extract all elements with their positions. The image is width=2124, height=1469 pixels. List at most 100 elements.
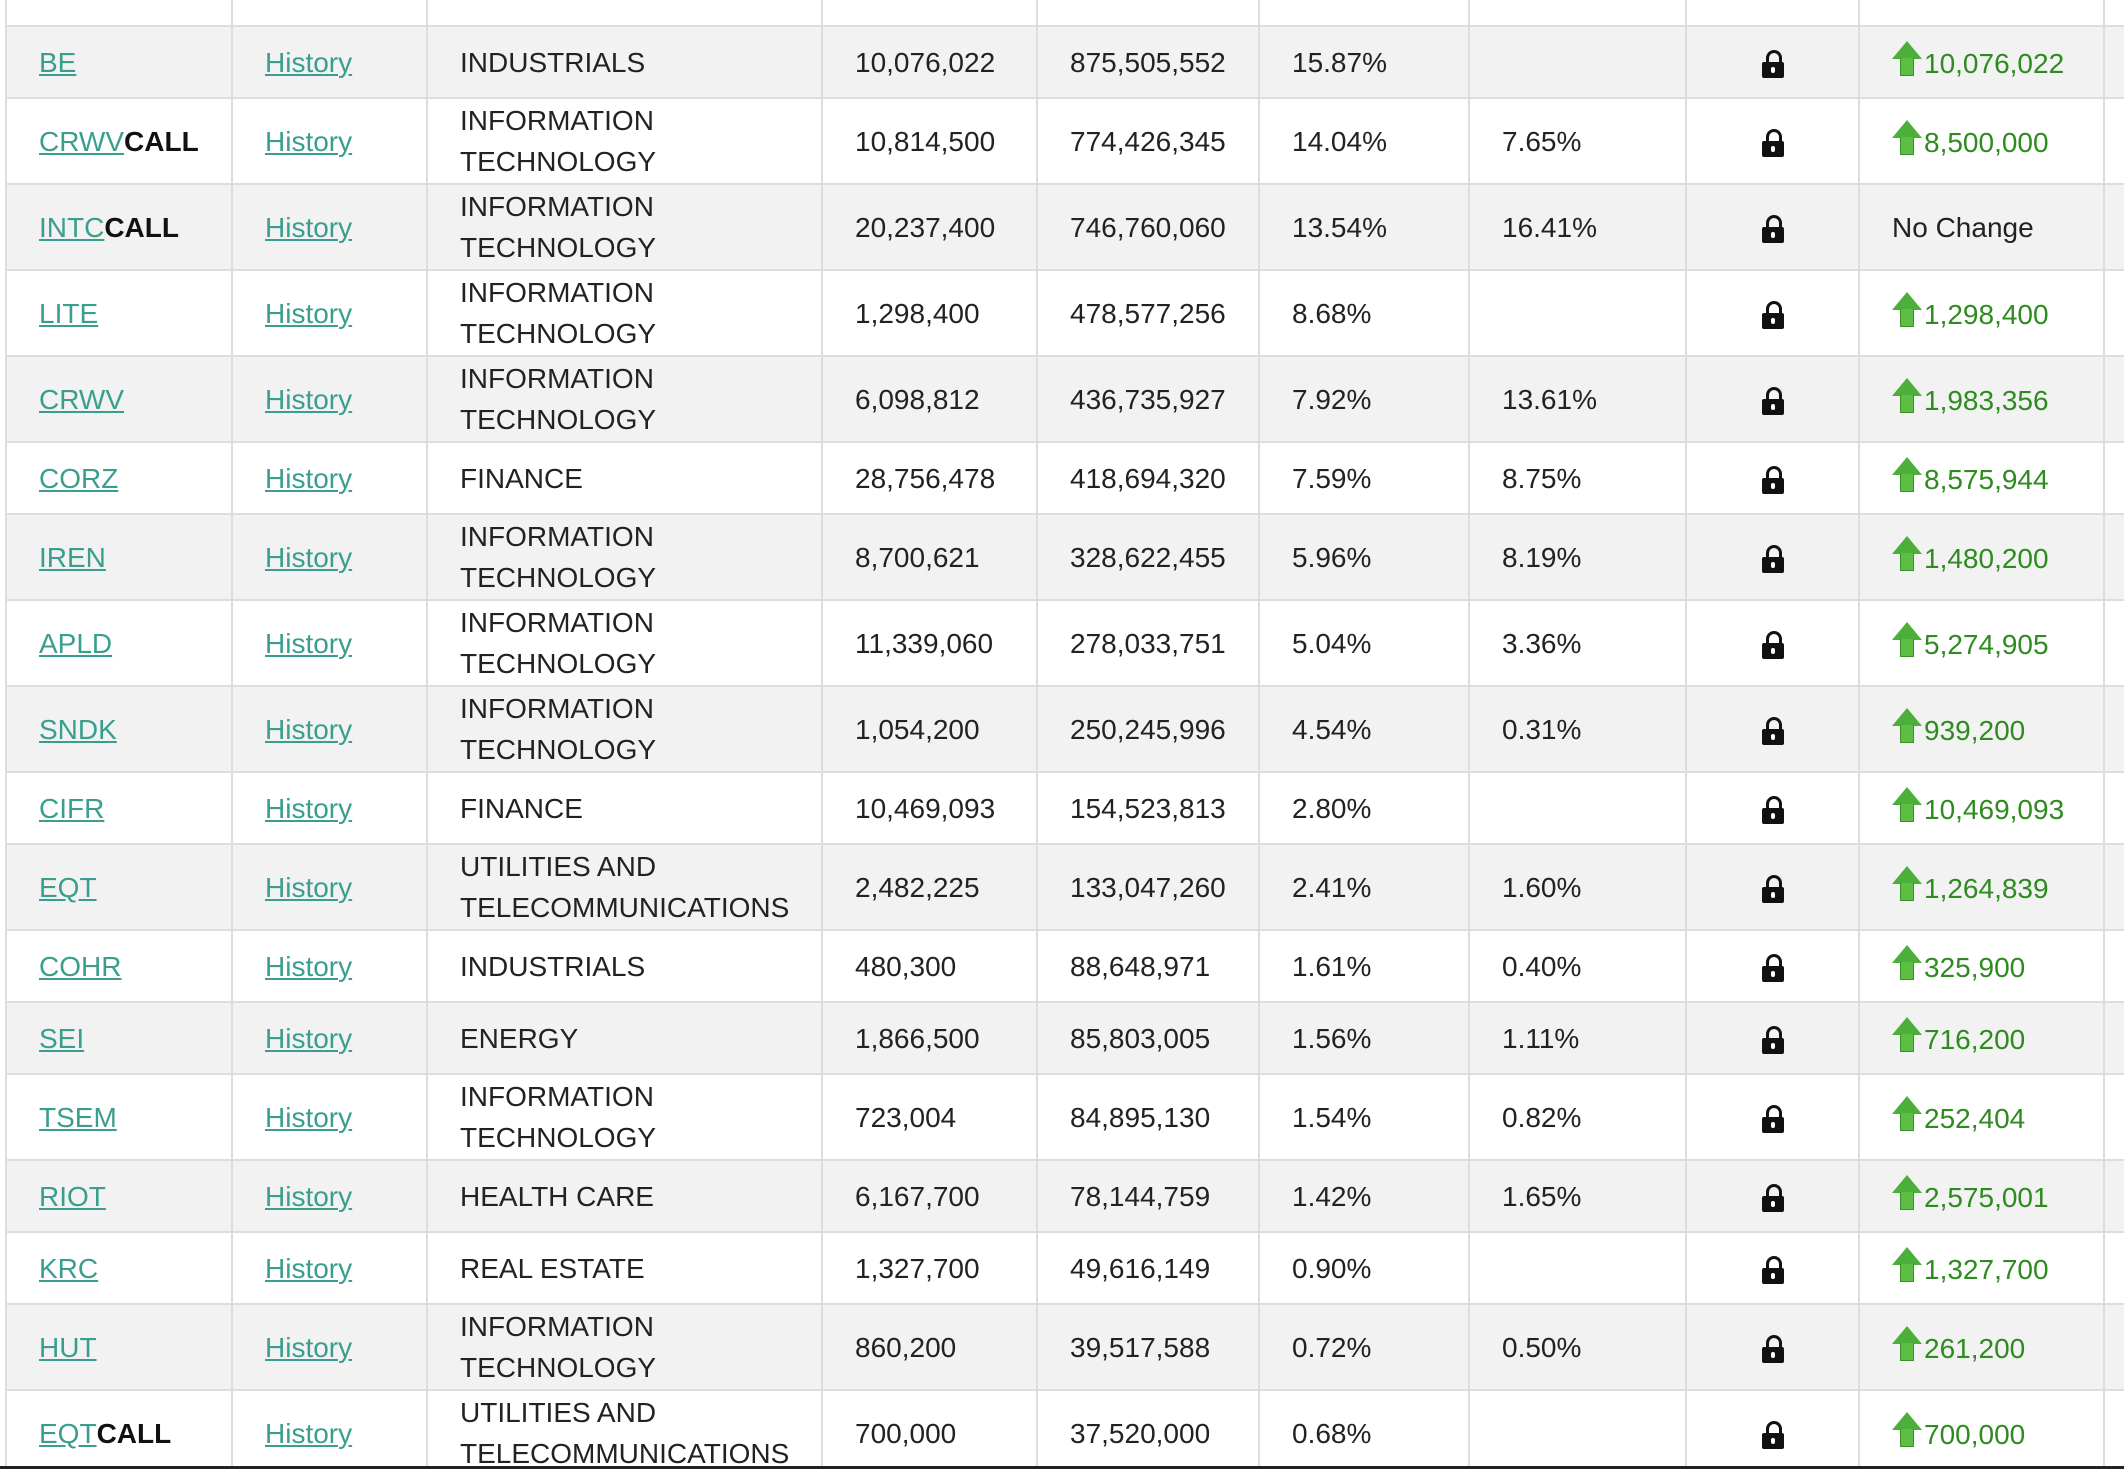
lock-icon[interactable] (1761, 717, 1784, 746)
lock-icon[interactable] (1761, 50, 1784, 79)
lock-icon[interactable] (1761, 1335, 1784, 1364)
arrow-up-icon (1892, 1325, 1922, 1362)
history-link[interactable]: History (265, 1417, 353, 1449)
ownership-percent-cell: 3.36% (1468, 600, 1687, 687)
ticker-link[interactable]: BE (39, 46, 77, 78)
table-row: IREN History INFORMATION TECHNOLOGY 8,700,6… (5, 514, 2124, 601)
arrow-up-icon (1892, 1411, 1922, 1448)
ticker-link[interactable]: RIOT (39, 1180, 106, 1212)
ticker-cell: APLD (5, 600, 233, 687)
history-link[interactable]: History (265, 1101, 353, 1133)
table-row: EQT History UTILITIES AND TELECOMMUNICATIO… (5, 844, 2124, 931)
ticker-link[interactable]: COHR (39, 950, 122, 982)
portfolio-percent-cell: 0.72% (1258, 1304, 1470, 1391)
partial-column-cell (2103, 930, 2124, 1003)
ticker-link[interactable]: EQT (39, 871, 97, 903)
locked-cell (1685, 1232, 1860, 1305)
history-link[interactable]: History (265, 541, 353, 573)
change-cell: 8,500,000 (1858, 98, 2105, 185)
lock-icon[interactable] (1761, 1184, 1784, 1213)
history-link[interactable]: History (265, 125, 353, 157)
history-cell: History (231, 1074, 428, 1161)
value-cell: 154,523,813 (1036, 772, 1260, 845)
lock-icon[interactable] (1761, 1105, 1784, 1134)
history-link[interactable]: History (265, 462, 353, 494)
history-link[interactable]: History (265, 297, 353, 329)
lock-icon[interactable] (1761, 631, 1784, 660)
lock-icon[interactable] (1761, 215, 1784, 244)
history-cell: History (231, 1160, 428, 1233)
history-link[interactable]: History (265, 950, 353, 982)
lock-icon[interactable] (1761, 1256, 1784, 1285)
portfolio-percent-cell: 7.59% (1258, 442, 1470, 515)
call-option-label: CALL (104, 211, 179, 243)
lock-icon[interactable] (1761, 954, 1784, 983)
lock-icon[interactable] (1761, 1026, 1784, 1055)
sector-cell: INFORMATION TECHNOLOGY (426, 514, 823, 601)
shares-cell: 8,700,621 (821, 514, 1038, 601)
history-cell: History (231, 1390, 428, 1466)
ticker-link[interactable]: APLD (39, 627, 113, 659)
ticker-link[interactable]: CORZ (39, 462, 119, 494)
change-value: 1,983,356 (1924, 384, 2049, 416)
ticker-link[interactable]: CRWV (39, 383, 125, 415)
history-link[interactable]: History (265, 792, 353, 824)
locked-cell (1685, 1002, 1860, 1075)
ticker-cell: CORZ (5, 442, 233, 515)
change-cell: 939,200 (1858, 686, 2105, 773)
sector-cell: INDUSTRIALS (426, 930, 823, 1003)
ticker-cell: IREN (5, 514, 233, 601)
table-row: SEI History ENERGY 1,866,500 85,803,005 1.56%… (5, 1002, 2124, 1075)
shares-cell: 28,756,478 (821, 442, 1038, 515)
ticker-link[interactable]: TSEM (39, 1101, 117, 1133)
lock-icon[interactable] (1761, 1421, 1784, 1450)
partial-column-cell (2103, 844, 2124, 931)
change-value: 8,575,944 (1924, 463, 2049, 495)
value-cell: 88,648,971 (1036, 930, 1260, 1003)
ticker-link[interactable]: KRC (39, 1252, 99, 1284)
arrow-up-icon (1892, 944, 1922, 981)
shares-cell: 10,076,022 (821, 26, 1038, 99)
ticker-link[interactable]: HUT (39, 1331, 97, 1363)
lock-icon[interactable] (1761, 301, 1784, 330)
ticker-link[interactable]: INTC (39, 211, 105, 243)
lock-icon[interactable] (1761, 387, 1784, 416)
ticker-link[interactable]: LITE (39, 297, 99, 329)
history-link[interactable]: History (265, 46, 353, 78)
ticker-link[interactable]: EQT (39, 1417, 97, 1449)
ticker-cell: SNDK (5, 686, 233, 773)
history-link[interactable]: History (265, 1252, 353, 1284)
lock-icon[interactable] (1761, 796, 1784, 825)
ticker-link[interactable]: IREN (39, 541, 106, 573)
holdings-table-body: BE History INDUSTRIALS 10,076,022 875,505,55… (5, 0, 2124, 1466)
partial-column-cell (2103, 1390, 2124, 1466)
ticker-link[interactable]: CRWV (39, 125, 125, 157)
arrow-up-icon (1892, 40, 1922, 77)
history-link[interactable]: History (265, 871, 353, 903)
lock-icon[interactable] (1761, 545, 1784, 574)
partial-column-cell (2103, 98, 2124, 185)
change-value: 1,264,839 (1924, 872, 2049, 904)
ticker-link[interactable]: SEI (39, 1022, 85, 1054)
history-link[interactable]: History (265, 383, 353, 415)
portfolio-percent-cell: 1.54% (1258, 1074, 1470, 1161)
history-link[interactable]: History (265, 1022, 353, 1054)
ticker-link[interactable]: SNDK (39, 713, 117, 745)
history-link[interactable]: History (265, 1331, 353, 1363)
history-link[interactable]: History (265, 627, 353, 659)
shares-cell: 1,327,700 (821, 1232, 1038, 1305)
change-value: 700,000 (1924, 1418, 2026, 1450)
history-link[interactable]: History (265, 713, 353, 745)
value-cell: 133,047,260 (1036, 844, 1260, 931)
history-link[interactable]: History (265, 211, 353, 243)
shares-cell: 1,298,400 (821, 270, 1038, 357)
lock-icon[interactable] (1761, 875, 1784, 904)
locked-cell (1685, 356, 1860, 443)
lock-icon[interactable] (1761, 129, 1784, 158)
ownership-percent-cell: 0.82% (1468, 1074, 1687, 1161)
lock-icon[interactable] (1761, 466, 1784, 495)
history-link[interactable]: History (265, 1180, 353, 1212)
sector-cell: INFORMATION TECHNOLOGY (426, 1074, 823, 1161)
ticker-link[interactable]: CIFR (39, 792, 105, 824)
